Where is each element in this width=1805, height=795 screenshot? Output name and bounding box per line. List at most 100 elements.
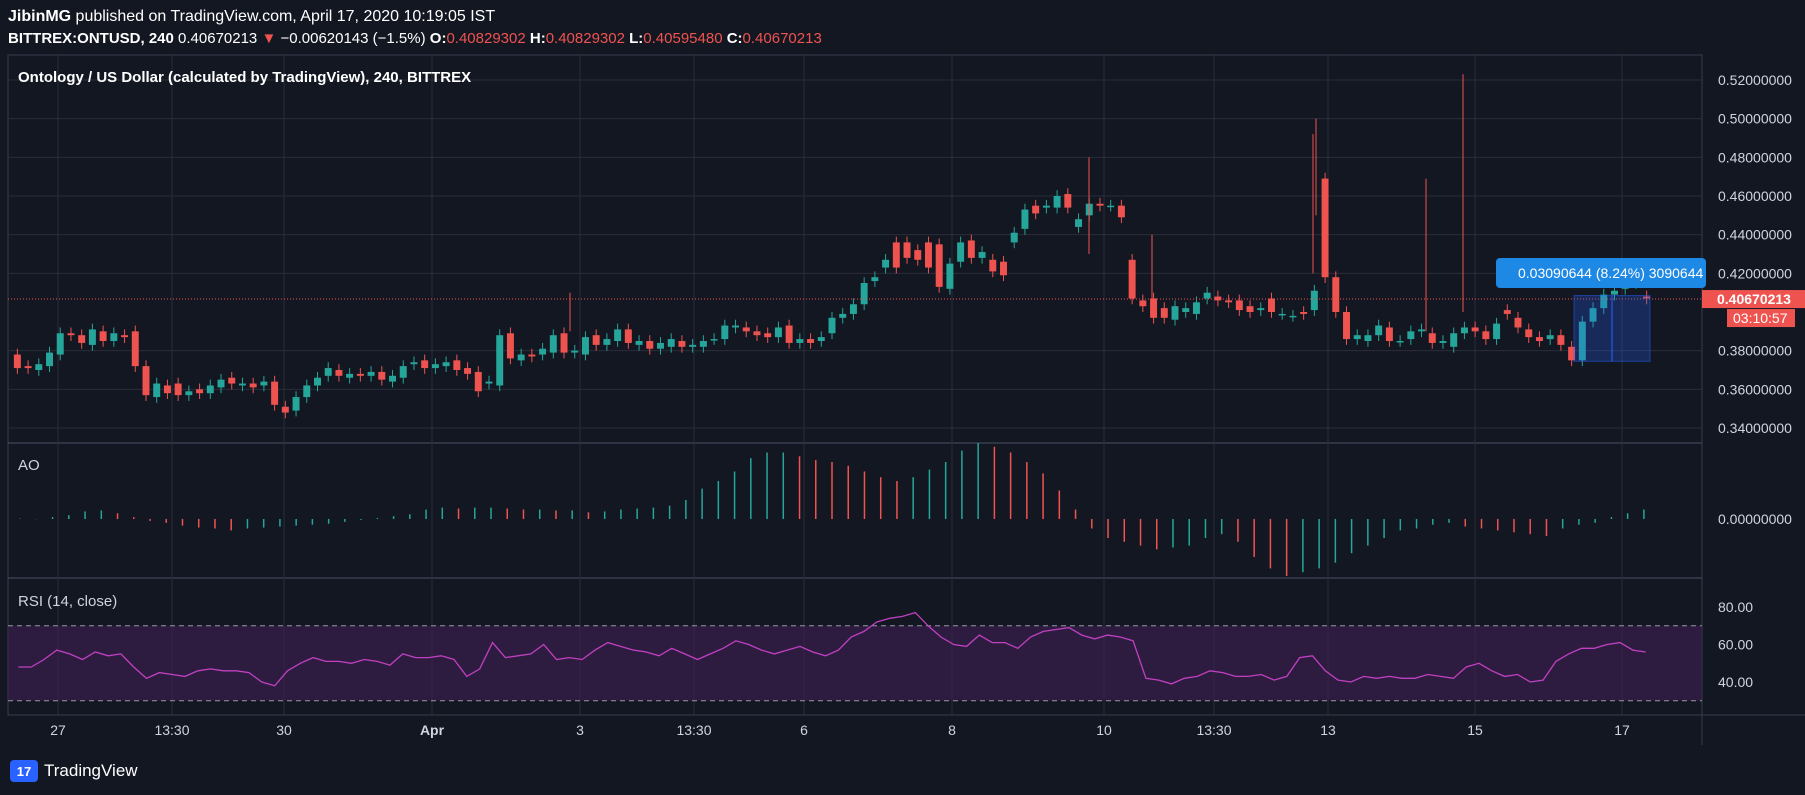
publisher-name[interactable]: JibinMG xyxy=(8,8,72,25)
candle-body xyxy=(1150,298,1158,318)
candle-body xyxy=(56,333,64,355)
candle-body xyxy=(24,366,32,369)
candle-body xyxy=(142,366,150,396)
candle-body xyxy=(924,242,932,268)
down-arrow-icon: ▼ xyxy=(261,30,277,47)
candle-body xyxy=(1203,292,1211,299)
candle-body xyxy=(828,317,836,334)
candle-body xyxy=(785,325,793,343)
candle-body xyxy=(1535,337,1543,341)
candle-body xyxy=(453,360,461,370)
rsi-band xyxy=(8,625,1702,701)
x-tick-label: 10 xyxy=(1096,722,1112,738)
candle-body xyxy=(163,385,171,394)
candle-body xyxy=(817,337,825,341)
chart-title: Ontology / US Dollar (calculated by Trad… xyxy=(18,69,471,86)
countdown-tag xyxy=(1727,309,1795,328)
candle-body xyxy=(839,313,847,318)
price-tick-label: 0.42000000 xyxy=(1718,265,1792,281)
candle-body xyxy=(1343,312,1350,340)
close-value: 0.40670213 xyxy=(742,30,822,47)
candle-body xyxy=(1128,259,1136,299)
measure-tooltip-label: 0.03090644 (8.24%) 3090644 xyxy=(1518,265,1703,281)
candle-body xyxy=(1600,294,1608,309)
candle-body xyxy=(1032,205,1040,214)
open-value: 0.40829302 xyxy=(446,30,526,47)
rsi-tick-label: 80.00 xyxy=(1718,599,1753,615)
candle-body xyxy=(967,240,975,258)
candle-body xyxy=(539,348,547,355)
candle-body xyxy=(1578,321,1586,361)
candle-body xyxy=(421,360,429,369)
candle-body xyxy=(1332,277,1340,312)
candle-body xyxy=(1064,194,1072,208)
candle-body xyxy=(410,362,418,365)
candle-body xyxy=(1482,331,1490,340)
candle-body xyxy=(678,341,686,347)
candle-body xyxy=(196,389,204,394)
candle-body xyxy=(710,339,718,341)
candle-body xyxy=(732,325,740,328)
candle-body xyxy=(1385,327,1393,341)
candle-body xyxy=(742,327,750,332)
ao-tick-label: 0.00000000 xyxy=(1718,511,1792,527)
x-tick-label: Apr xyxy=(420,722,445,738)
candle-body xyxy=(1246,306,1254,312)
candle-body xyxy=(271,381,279,405)
candle-body xyxy=(442,362,450,367)
candle-body xyxy=(389,375,397,382)
tradingview-logo-icon: 17 xyxy=(10,760,38,782)
candle-body xyxy=(1589,308,1597,322)
candle-body xyxy=(1075,219,1083,227)
brand-name[interactable]: TradingView xyxy=(44,761,138,780)
candle-body xyxy=(1235,300,1243,311)
candle-body xyxy=(935,244,943,287)
candle-body xyxy=(1010,232,1018,243)
candle-body xyxy=(528,354,536,357)
candle-body xyxy=(238,383,246,386)
candle-body xyxy=(860,283,868,305)
x-tick-label: 30 xyxy=(276,722,292,738)
candle-body xyxy=(957,242,965,262)
current-price-tag xyxy=(1702,290,1805,309)
candle-body xyxy=(303,385,311,398)
price-tick-label: 0.48000000 xyxy=(1718,149,1792,165)
candle-body xyxy=(1375,325,1383,336)
candle-body xyxy=(914,250,922,260)
symbol-label: BITTREX:ONTUSD, 240 xyxy=(8,30,174,47)
candle-body xyxy=(431,364,439,369)
rsi-tick-label: 40.00 xyxy=(1718,674,1753,690)
price-tick-label: 0.36000000 xyxy=(1718,381,1792,397)
candle-body xyxy=(592,335,600,345)
price-tick-label: 0.34000000 xyxy=(1718,420,1792,436)
candle-body xyxy=(346,373,354,378)
candle-body xyxy=(1278,313,1286,316)
countdown-label: 03:10:57 xyxy=(1733,310,1788,326)
candle-body xyxy=(464,368,472,374)
candle-body xyxy=(496,335,504,386)
candle-body xyxy=(1643,296,1651,299)
x-tick-label: 13:30 xyxy=(154,722,189,738)
x-tick-label: 8 xyxy=(948,722,956,738)
rsi-line xyxy=(18,611,1646,687)
candle-body xyxy=(657,342,664,349)
candle-body xyxy=(1107,205,1115,208)
candle-body xyxy=(624,329,632,343)
candle-body xyxy=(774,327,782,338)
candle-body xyxy=(324,368,332,376)
footer-brand: 17 TradingView xyxy=(10,760,138,782)
candle-body xyxy=(614,329,622,341)
candle-body xyxy=(1514,317,1522,328)
candle-body xyxy=(1182,308,1190,312)
candle-body xyxy=(903,242,911,258)
candle-body xyxy=(153,383,161,398)
candle-body xyxy=(228,377,236,384)
x-tick-label: 6 xyxy=(800,722,808,738)
candle-body xyxy=(571,350,579,353)
candle-body xyxy=(399,366,407,378)
candle-body xyxy=(1460,327,1468,334)
candle-body xyxy=(1611,290,1618,295)
candle-body xyxy=(1171,306,1179,320)
candle-body xyxy=(131,331,139,367)
